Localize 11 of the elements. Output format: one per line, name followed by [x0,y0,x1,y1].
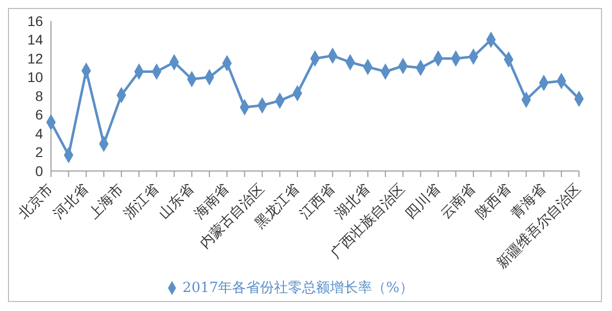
y-tick-label: 4 [35,125,44,142]
y-tick-label: 2 [35,144,44,160]
y-tick-label: 0 [35,162,44,179]
y-tick-label: 8 [35,88,44,104]
x-tick-label: 河北省 [50,181,92,222]
legend-label: 2017年各省份社零总额增长率（%） [182,280,414,296]
y-tick-label: 16 [27,12,44,29]
y-tick-label: 14 [27,32,44,48]
y-tick-label: 12 [27,50,44,66]
y-tick-label: 6 [35,106,44,123]
y-tick-label: 10 [27,69,44,86]
